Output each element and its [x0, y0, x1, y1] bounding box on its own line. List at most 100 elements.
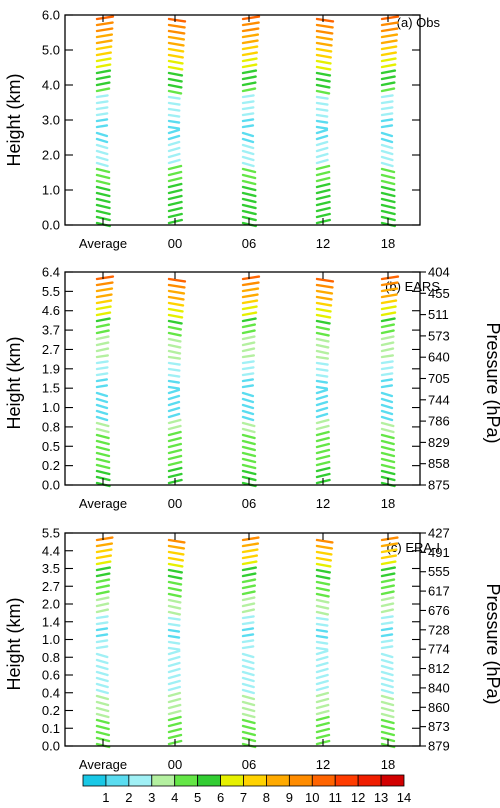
y-axis-title: Height (km)	[4, 73, 24, 166]
y-tick-label: 0.4	[42, 685, 60, 700]
wind-vector	[167, 134, 181, 141]
wind-vector	[315, 125, 329, 130]
wind-vector	[380, 615, 394, 620]
wind-vector	[95, 645, 109, 650]
wind-vector	[167, 709, 182, 716]
wind-vector	[95, 143, 109, 150]
wind-vector	[241, 173, 257, 180]
wind-vector	[380, 27, 399, 33]
right-tick-label: 404	[428, 265, 450, 280]
y-tick-label: 3.5	[42, 561, 60, 576]
wind-vector	[315, 349, 330, 355]
right-tick-label: 786	[428, 414, 450, 429]
wind-vector	[95, 706, 110, 713]
wind-vector	[315, 182, 331, 189]
wind-vector	[315, 343, 330, 349]
wind-vector	[167, 71, 184, 77]
y-tick-label: 0.8	[42, 419, 60, 434]
right-tick-label: 427	[428, 526, 450, 541]
panel-obs: (a) Obs Height (km) 0.0 1.0 2.0 3.0 4.0 5.0 6.…	[4, 8, 440, 252]
wind-vector	[95, 554, 113, 560]
wind-vector	[167, 170, 183, 177]
wind-vector	[241, 621, 255, 626]
wind-vector	[95, 608, 110, 614]
wind-vector	[380, 203, 396, 210]
wind-vector	[241, 161, 255, 168]
y-tick-label: 5.0	[42, 43, 60, 58]
y-tick-label: 1.4	[42, 614, 60, 629]
wind-vector	[315, 113, 329, 118]
x-tick-label: 06	[242, 757, 256, 772]
wind-vector	[380, 694, 395, 701]
wind-vector	[167, 301, 185, 307]
wind-vector	[167, 622, 181, 627]
wind-vector	[95, 403, 109, 410]
x-tick-label: 00	[168, 757, 182, 772]
wind-vector	[315, 337, 330, 343]
wind-vector	[95, 323, 110, 329]
wind-vector	[380, 287, 399, 293]
y-tick-label: 6.0	[42, 8, 60, 23]
x-tick-label: Average	[79, 496, 127, 511]
wind-vector	[241, 378, 255, 383]
y-tick-label: 0.2	[42, 703, 60, 718]
right-tick-label: 455	[428, 286, 450, 301]
x-tick-label: 06	[242, 236, 256, 251]
wind-vector	[167, 667, 181, 674]
wind-vector	[95, 69, 112, 75]
x-tick-label: 18	[381, 496, 395, 511]
wind-vector	[315, 313, 332, 319]
wind-vector	[241, 469, 257, 476]
wind-vector	[95, 197, 111, 204]
wind-vector	[241, 347, 256, 353]
wind-vector	[167, 430, 182, 437]
wind-vector	[95, 391, 109, 398]
x-tick-label: 18	[381, 236, 395, 251]
wind-vector	[380, 542, 399, 548]
wind-vector	[167, 460, 183, 467]
wind-vector	[167, 325, 182, 331]
wind-vector	[167, 448, 183, 455]
wind-vector	[167, 125, 181, 130]
right-tick-label: 511	[428, 307, 449, 322]
wind-vector	[315, 460, 331, 467]
wind-vector	[167, 628, 181, 633]
wind-vector	[167, 604, 182, 610]
panel-era: (c) ERA-I Height (km) Pressure (hPa) 0.0…	[4, 526, 500, 773]
wind-vector	[380, 81, 396, 87]
wind-vector	[315, 610, 330, 616]
wind-vector	[95, 676, 109, 683]
colorbar-label: 4	[171, 790, 178, 805]
right-tick-label: 728	[428, 622, 450, 637]
wind-vector	[315, 29, 334, 35]
wind-vector	[315, 107, 329, 112]
wind-vector	[241, 203, 257, 210]
panel-marks	[95, 275, 400, 488]
wind-vector	[167, 568, 183, 574]
wind-vector	[315, 164, 331, 171]
wind-vector	[95, 627, 109, 632]
wind-vector	[95, 45, 113, 51]
wind-vector	[380, 15, 400, 21]
wind-vector	[315, 646, 329, 651]
wind-vector	[315, 628, 329, 633]
y-tick-label: 0.6	[42, 668, 60, 683]
wind-vector	[241, 433, 256, 440]
wind-vector	[167, 59, 184, 65]
wind-vector	[167, 41, 185, 47]
colorbar-swatch	[174, 774, 199, 787]
y-tick-label: 2.0	[42, 148, 60, 163]
wind-vector	[315, 649, 329, 656]
wind-vector	[241, 700, 256, 707]
wind-vector	[95, 378, 109, 383]
wind-vector	[380, 299, 398, 305]
wind-vector	[241, 572, 257, 578]
right-tick-label: 744	[428, 392, 450, 407]
colorbar-label: 7	[240, 790, 247, 805]
wind-vector	[380, 143, 394, 150]
wind-vector	[380, 403, 394, 410]
wind-vector	[380, 33, 399, 39]
wind-vector	[95, 173, 111, 180]
wind-vector	[315, 400, 329, 407]
wind-vector	[167, 212, 183, 219]
